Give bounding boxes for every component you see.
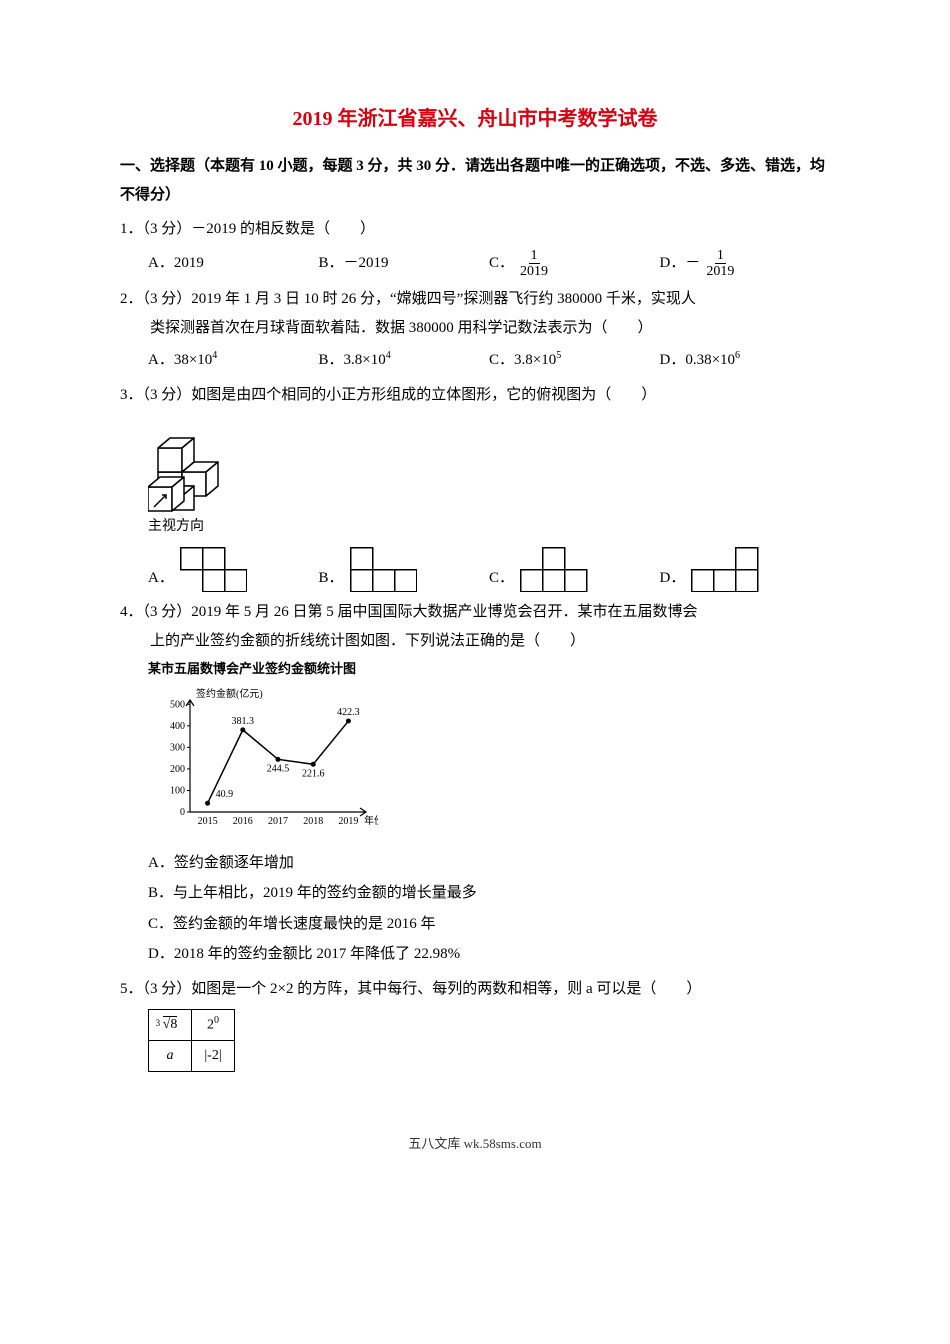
q1-c-den: 2019 [518, 264, 550, 279]
q3-a-label: A． [148, 564, 174, 593]
q3-iso-cubes [148, 417, 830, 512]
q2-line2: 类探测器首次在月球背面软着陆．数据 380000 用科学记数法表示为（ ） [120, 314, 830, 343]
q3-choices: A． B． C． D． [148, 547, 830, 593]
svg-text:40.9: 40.9 [216, 789, 234, 800]
q3-d-label: D． [660, 564, 686, 593]
q2-choice-a: A．38×104 [148, 346, 319, 375]
q4-line1: 4．（3 分）2019 年 5 月 26 日第 5 届中国国际大数据产业博览会召… [120, 598, 830, 627]
svg-text:2017: 2017 [268, 816, 288, 827]
svg-text:500: 500 [170, 699, 185, 710]
q1-d-prefix: D．－ [660, 249, 701, 278]
q5-c00-rad: 8 [170, 1017, 177, 1032]
q1-c-num: 1 [529, 248, 540, 264]
q5-cell-10: a [149, 1041, 192, 1072]
q3-main-direction-label: 主视方向 [148, 514, 830, 541]
svg-text:2019: 2019 [338, 816, 358, 827]
q2-b-sup: 4 [386, 350, 391, 361]
q1-d-den: 2019 [704, 264, 736, 279]
q5-c01-base: 2 [207, 1018, 214, 1033]
q3-figure: 主视方向 [148, 417, 830, 541]
q2-d-pre: D．0.38×10 [660, 352, 736, 368]
svg-text:100: 100 [170, 786, 185, 797]
q4-choice-c: C．签约金额的年增长速度最快的是 2016 年 [148, 910, 830, 939]
svg-text:244.5: 244.5 [267, 763, 290, 774]
q5-cell-11: |-2| [192, 1041, 235, 1072]
q1-choice-d: D．－ 1 2019 [660, 248, 831, 280]
section-heading: 一、选择题（本题有 10 小题，每题 3 分，共 30 分．请选出各题中唯一的正… [120, 152, 830, 209]
q2-c-sup: 5 [556, 350, 561, 361]
q3-choice-d: D． [660, 547, 831, 593]
q5-grid: 3 √8 20 a |-2| [148, 1009, 235, 1072]
q3-stem: 3．（3 分）如图是由四个相同的小正方形组成的立体图形，它的俯视图为（ ） [120, 381, 830, 410]
q1-choice-c: C． 1 2019 [489, 248, 660, 280]
q4-line2: 上的产业签约金额的折线统计图如图．下列说法正确的是（ ） [120, 627, 830, 656]
q3-c-shape [520, 547, 588, 593]
svg-text:400: 400 [170, 721, 185, 732]
q1-b-label: B．－2019 [319, 249, 389, 278]
q5-cell-01: 20 [192, 1010, 235, 1041]
q1-stem: 1．（3 分）－2019 的相反数是（ ） [120, 215, 830, 244]
q2-c-pre: C．3.8×10 [489, 352, 556, 368]
q5-c01-sup: 0 [214, 1015, 219, 1026]
q3-choice-a: A． [148, 547, 319, 593]
q2-choice-b: B．3.8×104 [319, 346, 490, 375]
q3-choice-c: C． [489, 547, 660, 593]
q1-c-prefix: C． [489, 249, 514, 278]
q3-c-label: C． [489, 564, 514, 593]
svg-text:签约金额(亿元): 签约金额(亿元) [196, 687, 263, 700]
q5-c10: a [167, 1048, 174, 1063]
q1-choice-a: A．2019 [148, 248, 319, 280]
svg-text:381.3: 381.3 [232, 716, 255, 727]
svg-text:2018: 2018 [303, 816, 323, 827]
q3-d-shape [691, 547, 759, 593]
q1-choices: A．2019 B．－2019 C． 1 2019 D．－ 1 2019 [148, 248, 830, 280]
q3-b-shape [350, 547, 418, 593]
q5-c00-pre: 3 [156, 1015, 161, 1032]
q4-choice-b: B．与上年相比，2019 年的签约金额的增长量最多 [148, 879, 830, 908]
q5-cell-00: 3 √8 [149, 1010, 192, 1041]
q4-choice-a: A．签约金额逐年增加 [148, 849, 830, 878]
q2-a-pre: A．38×10 [148, 352, 212, 368]
q4-chart-title: 某市五届数博会产业签约金额统计图 [148, 657, 830, 682]
q1-d-num: 1 [715, 248, 726, 264]
q1-c-fraction: 1 2019 [518, 248, 550, 280]
q4-chart-block: 某市五届数博会产业签约金额统计图 0 100 200 300 400 500 2015 201… [148, 657, 830, 844]
q2-d-sup: 6 [735, 350, 740, 361]
q1-choice-b: B．－2019 [319, 248, 490, 280]
svg-text:2016: 2016 [233, 816, 253, 827]
page-footer: 五八文库 wk.58sms.com [120, 1132, 830, 1157]
q2-a-sup: 4 [212, 350, 217, 361]
svg-text:2015: 2015 [198, 816, 218, 827]
q3-a-shape [180, 547, 248, 593]
q4-choices: A．签约金额逐年增加 B．与上年相比，2019 年的签约金额的增长量最多 C．签… [148, 849, 830, 969]
q5-stem: 5．（3 分）如图是一个 2×2 的方阵，其中每行、每列的两数和相等，则 a 可… [120, 975, 830, 1004]
q4-line-chart: 0 100 200 300 400 500 2015 2016 2017 2018 2019 签约金额… [148, 684, 378, 834]
q1-d-fraction: 1 2019 [704, 248, 736, 280]
q2-choice-d: D．0.38×106 [660, 346, 831, 375]
q1-a-label: A．2019 [148, 249, 204, 278]
svg-text:221.6: 221.6 [302, 768, 325, 779]
svg-text:300: 300 [170, 742, 185, 753]
q3-b-label: B． [319, 564, 344, 593]
svg-text:年份: 年份 [364, 814, 378, 827]
svg-text:422.3: 422.3 [337, 707, 360, 718]
q2-choices: A．38×104 B．3.8×104 C．3.8×105 D．0.38×106 [148, 346, 830, 375]
q3-choice-b: B． [319, 547, 490, 593]
q2-line1: 2．（3 分）2019 年 1 月 3 日 10 时 26 分，“嫦娥四号”探测… [120, 285, 830, 314]
svg-text:200: 200 [170, 764, 185, 775]
q2-b-pre: B．3.8×10 [319, 352, 386, 368]
q4-choice-d: D．2018 年的签约金额比 2017 年降低了 22.98% [148, 940, 830, 969]
svg-text:0: 0 [180, 807, 185, 818]
q2-choice-c: C．3.8×105 [489, 346, 660, 375]
page-title: 2019 年浙江省嘉兴、舟山市中考数学试卷 [120, 100, 830, 138]
